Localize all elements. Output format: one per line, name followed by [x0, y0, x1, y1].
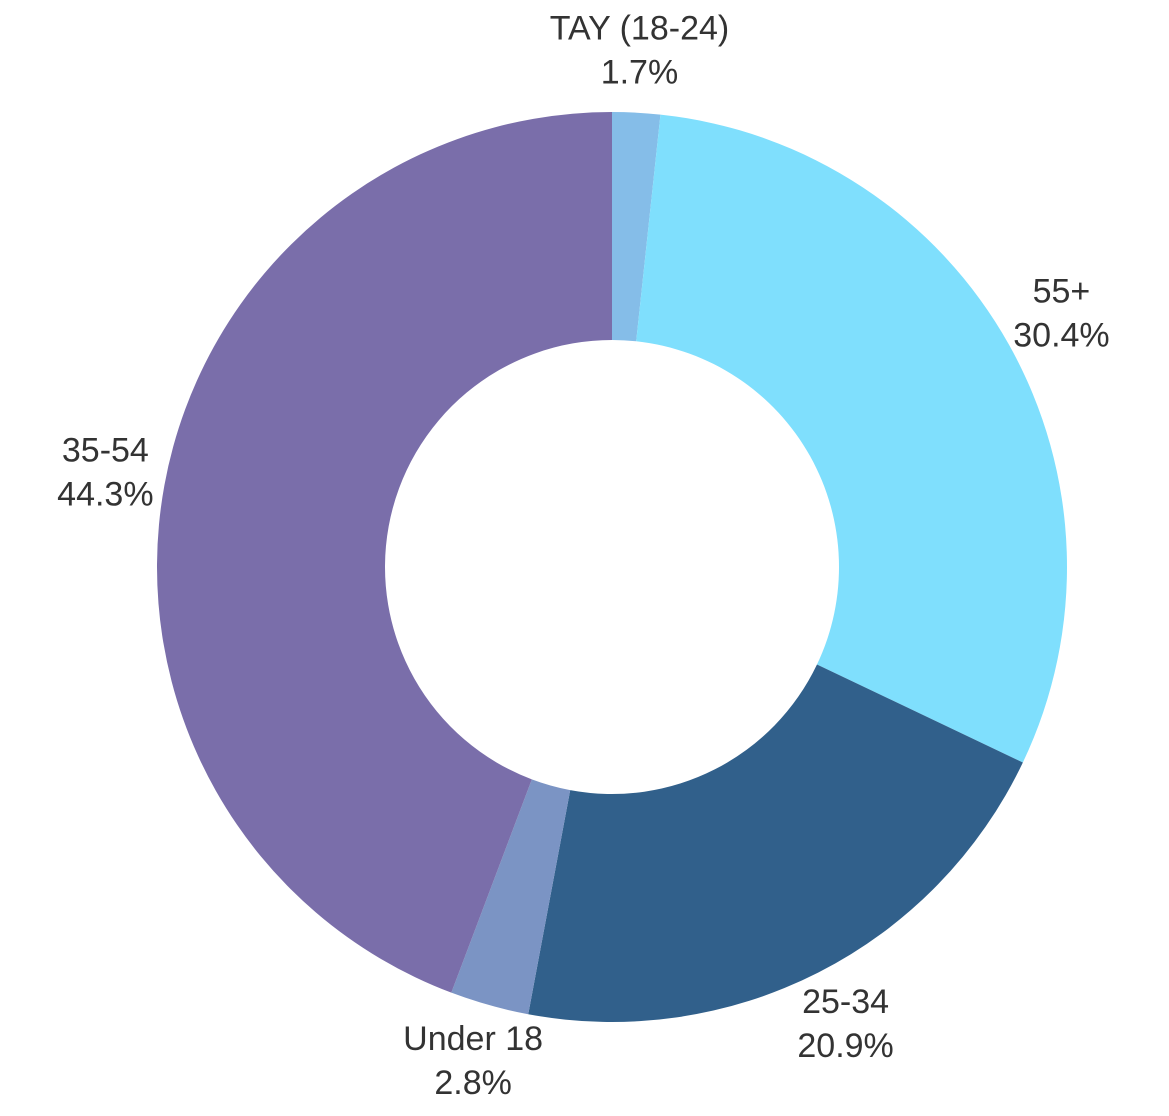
slice — [636, 114, 1067, 763]
slice-label: 25-34 — [802, 983, 889, 1021]
slice — [451, 779, 571, 1015]
slice-value: 2.8% — [434, 1064, 512, 1102]
slice-value: 20.9% — [797, 1027, 893, 1065]
slice-label: TAY (18-24) — [550, 10, 730, 48]
slice — [156, 112, 612, 993]
slice — [612, 112, 661, 342]
slice-label: Under 18 — [403, 1020, 543, 1058]
slice-value: 30.4% — [1013, 317, 1109, 355]
slice-label: 55+ — [1033, 273, 1091, 311]
slice-value: 44.3% — [57, 476, 153, 514]
slice — [528, 664, 1023, 1022]
slice-value: 1.7% — [601, 54, 679, 92]
slice-label: 35-54 — [62, 432, 149, 470]
